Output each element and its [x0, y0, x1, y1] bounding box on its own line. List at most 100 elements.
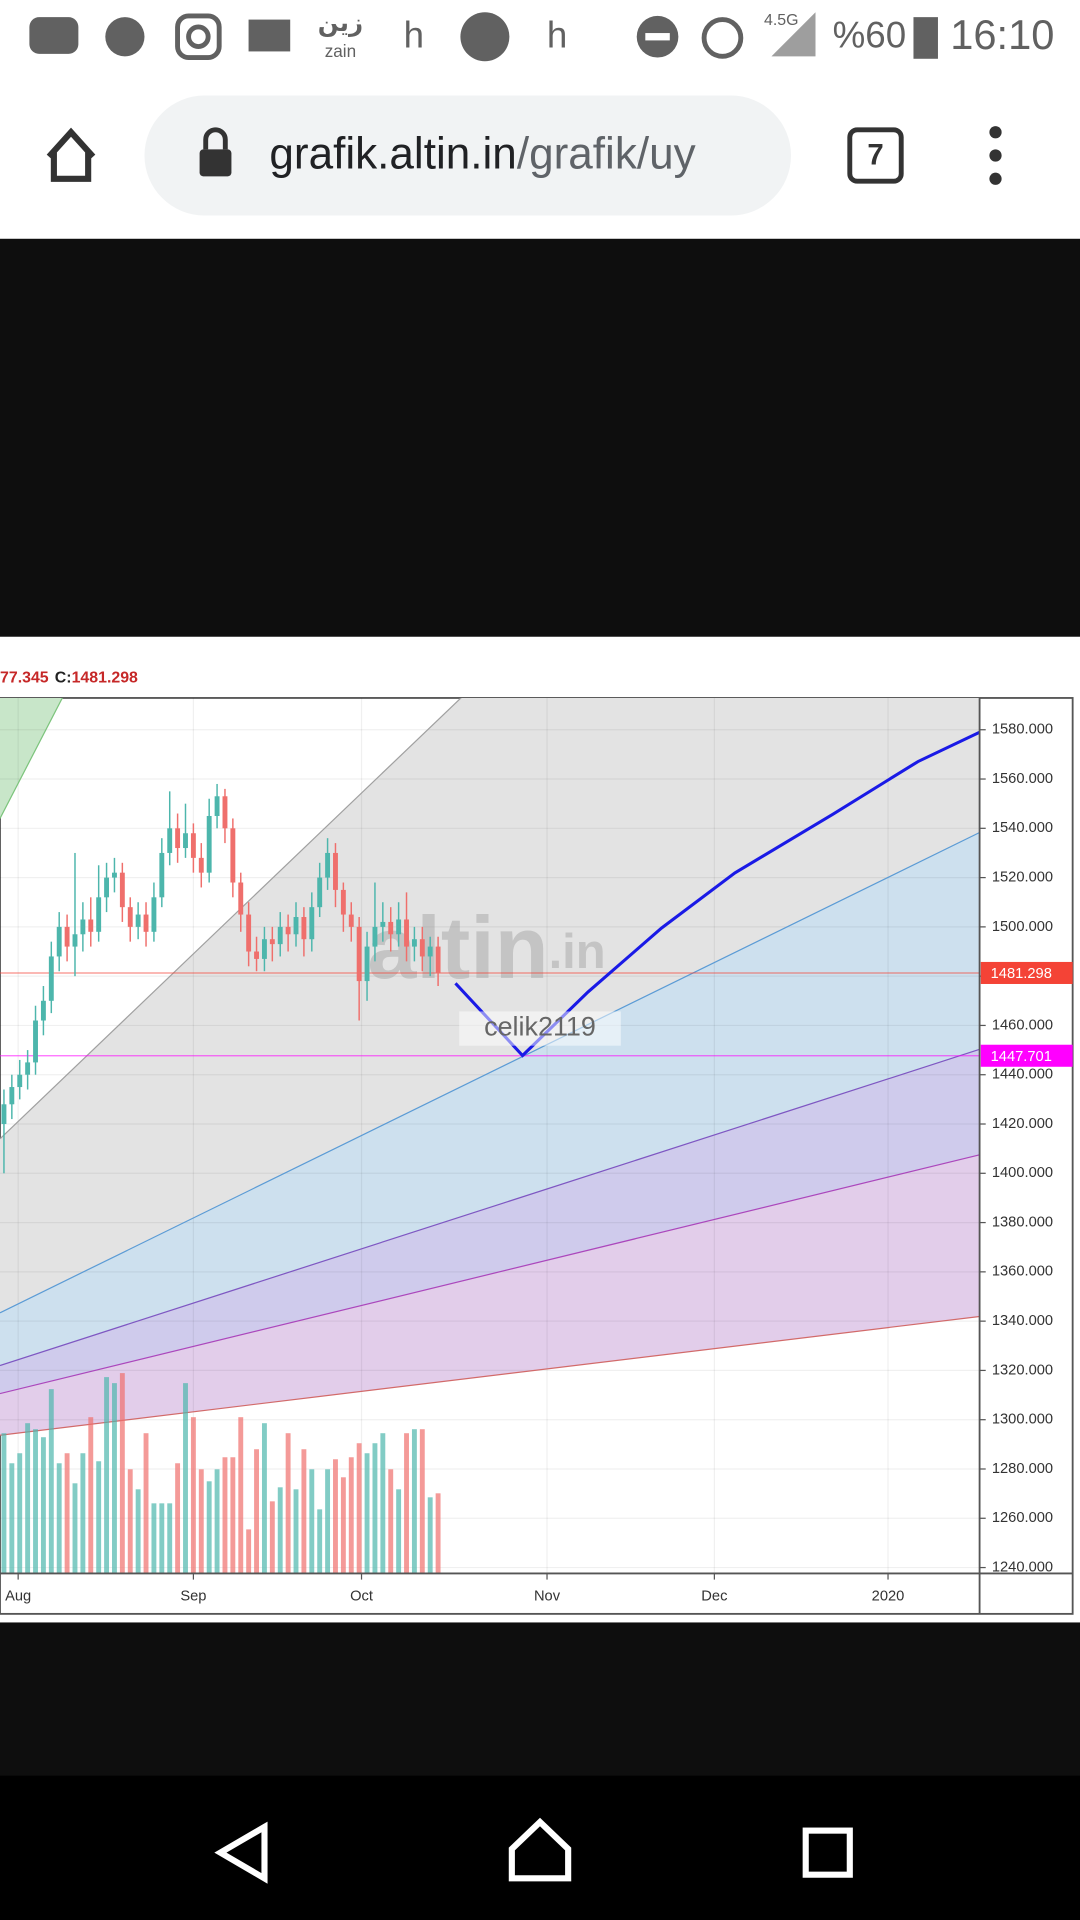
candle-body: [206, 815, 212, 873]
band: [0, 697, 980, 1313]
volume-bar: [317, 1509, 323, 1574]
volume-bar: [183, 1383, 188, 1574]
candle-body: [127, 907, 133, 927]
candle-body: [411, 939, 417, 947]
volume-bar: [190, 1417, 196, 1574]
icon: [460, 12, 510, 62]
candle-body: [72, 934, 78, 947]
plot: altin.in celik2119: [0, 697, 980, 1574]
y-tick-label: 1420.000: [992, 1116, 1053, 1132]
x-tick-label: Nov: [534, 1589, 561, 1605]
volume-bar: [72, 1483, 78, 1574]
candle-body: [151, 897, 157, 932]
carrier: zain: [325, 41, 356, 61]
volume-bar: [356, 1443, 362, 1574]
price-label-bg: [980, 961, 1073, 984]
volume-bar: [206, 1481, 212, 1574]
candle-body: [435, 946, 441, 973]
y-tick-label: 1540.000: [992, 820, 1053, 836]
candle-body: [356, 926, 362, 982]
candle-body: [190, 833, 196, 858]
candle-body: [285, 926, 291, 935]
y-tick-label: 1460.000: [992, 1017, 1053, 1033]
battery: %60: [833, 15, 907, 56]
candle-body: [17, 1074, 23, 1088]
signal-icon: [771, 12, 816, 57]
candle-body: [25, 1062, 31, 1075]
candle-body: [175, 828, 181, 849]
x-tick-label: Oct: [350, 1589, 373, 1605]
alarm-icon: [701, 17, 744, 59]
overlay: 1240.000 1260.000 1280.000 1300.000 1320.000…: [5, 722, 1073, 1605]
y-tick-label: 1400.000: [992, 1165, 1053, 1181]
url-path: /grafik/uy: [517, 129, 696, 178]
carrier-ar: زين: [318, 10, 363, 37]
candle-body: [183, 833, 188, 849]
icon: [645, 33, 670, 41]
band: [0, 1154, 980, 1436]
volume-bar: [17, 1453, 23, 1574]
status-letter: h: [547, 15, 567, 56]
lock-icon: [203, 127, 228, 150]
volume-bar: [56, 1463, 62, 1574]
tabs-button[interactable]: [847, 127, 904, 184]
volume-bar: [143, 1433, 149, 1574]
y-tick-label: 1280.000: [992, 1461, 1053, 1477]
volume-bar: [40, 1437, 46, 1574]
home-button[interactable]: [46, 127, 96, 182]
candle-body: [317, 877, 323, 908]
home-nav-button[interactable]: [508, 1817, 572, 1882]
dark-area: [0, 1622, 1080, 1776]
candle-body: [372, 926, 378, 947]
menu-button[interactable]: [989, 126, 1002, 139]
candle-body: [112, 872, 117, 878]
price-label: 1447.701: [991, 1049, 1052, 1065]
fan-line: [0, 1315, 980, 1436]
volume-bar: [419, 1429, 425, 1574]
recents-button[interactable]: [802, 1827, 853, 1878]
volume-bar: [198, 1469, 204, 1574]
candle-body: [333, 852, 338, 890]
status-letter: h: [404, 15, 424, 56]
volume-bar: [301, 1449, 307, 1574]
candle-body: [293, 917, 299, 935]
candle-body: [159, 852, 165, 898]
volume-bar: [33, 1429, 38, 1574]
volume-bar: [159, 1503, 165, 1574]
volume-bar: [293, 1489, 299, 1574]
url-bar[interactable]: [144, 95, 792, 216]
volume-bar: [411, 1429, 417, 1574]
volume-bar: [1, 1433, 7, 1574]
ad-area: [0, 238, 1080, 637]
price-label: 1481.298: [991, 966, 1052, 982]
back-button[interactable]: [214, 1821, 268, 1884]
candle-body: [40, 1000, 46, 1021]
volume-bar: [64, 1453, 70, 1574]
candle-body: [222, 796, 228, 829]
volume-bar: [96, 1461, 102, 1574]
menu-button[interactable]: [989, 149, 1002, 162]
icon: [105, 17, 145, 57]
icon: [175, 13, 222, 60]
volume-bar: [269, 1501, 275, 1574]
volume-bar: [214, 1469, 220, 1574]
header-prefix: 77.345: [0, 670, 49, 687]
volume-bar: [285, 1433, 291, 1574]
header-close: 1481.298: [72, 670, 138, 687]
candle-body: [325, 852, 331, 878]
y-tick-label: 1440.000: [992, 1067, 1053, 1083]
candle-body: [33, 1020, 38, 1063]
volume-bar: [325, 1469, 331, 1574]
candle-body: [277, 926, 283, 945]
volume-bar: [112, 1383, 117, 1574]
candle-body: [230, 828, 236, 883]
volume-bar: [404, 1433, 409, 1574]
volume-bar: [135, 1489, 141, 1574]
candle-body: [56, 926, 62, 957]
chart-header: 77.345 C:1481.298: [0, 670, 138, 687]
volume-bar: [254, 1449, 259, 1574]
volume-bar: [396, 1489, 402, 1574]
menu-button[interactable]: [989, 172, 1002, 185]
volume-bar: [246, 1529, 252, 1574]
candle-body: [261, 939, 267, 959]
